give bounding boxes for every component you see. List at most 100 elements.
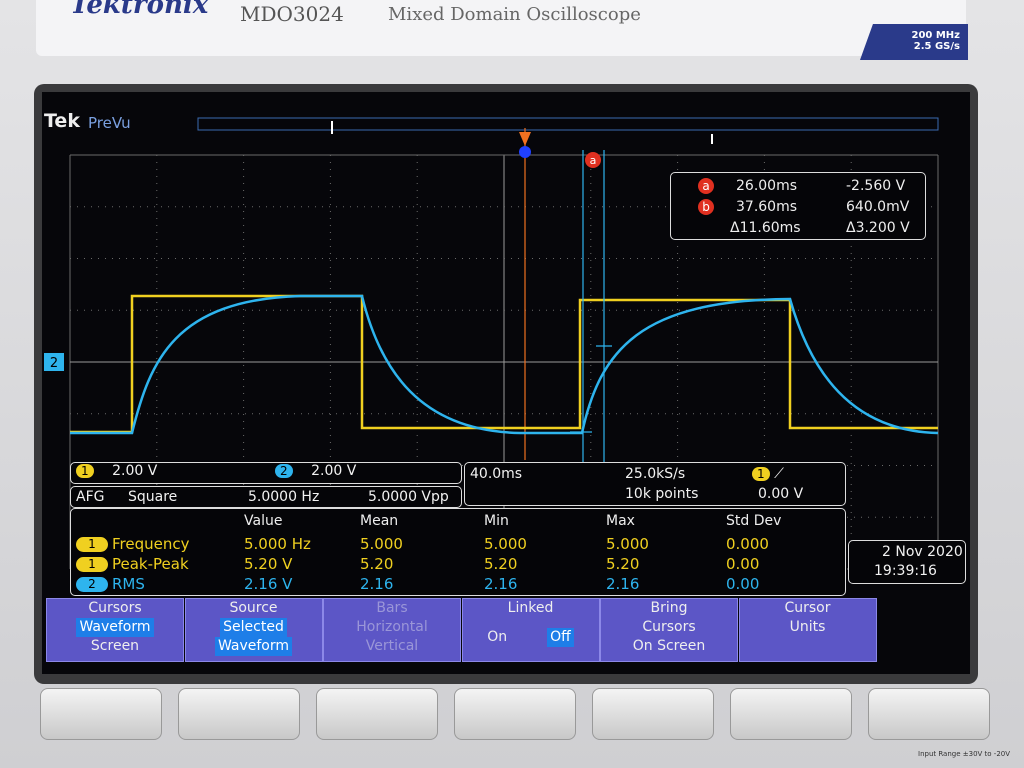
cursor-crosshairs xyxy=(570,345,612,433)
soft-key[interactable] xyxy=(40,688,162,740)
measurement-source: 2 xyxy=(76,577,108,592)
channel-2-trace xyxy=(70,294,939,435)
cursor-time: 26.00ms xyxy=(736,178,798,194)
menu-line: Cursors xyxy=(642,619,696,635)
soft-key[interactable] xyxy=(178,688,300,740)
measurement-value: 0.00 xyxy=(726,555,760,573)
afg-waveform: Square xyxy=(128,489,178,505)
date: 2 Nov 2020 xyxy=(882,544,963,560)
footer-label: Input Range ±30V to -20V xyxy=(918,750,1011,758)
channel-1: 1 2.00 V xyxy=(76,463,157,479)
menu-line: Bring xyxy=(650,600,688,616)
menu-button[interactable]: Cursor Units xyxy=(738,598,877,662)
record-length: 10k points xyxy=(625,486,699,502)
measurement-value: 5.20 xyxy=(606,555,640,573)
trigger-marker xyxy=(519,132,531,146)
menu-button[interactable]: Linked On Off xyxy=(461,598,600,662)
measurement-source: 1 xyxy=(76,557,108,572)
trigger-source-number: 1 xyxy=(752,467,770,481)
cursor-time: 37.60ms xyxy=(736,199,798,215)
cursor-delta-time: Δ11.60ms xyxy=(730,220,801,236)
menu-line: On Screen xyxy=(632,638,706,654)
measurement-header: Value xyxy=(244,513,283,529)
measurement-value: 5.20 xyxy=(360,555,394,573)
channel-2-number: 2 xyxy=(275,464,293,478)
ground-marker: 2 xyxy=(50,356,58,371)
measurement-value: 5.000 xyxy=(360,535,403,553)
measurement-header: Min xyxy=(484,513,509,529)
afg-frequency: 5.0000 Hz xyxy=(248,489,320,505)
acquisition-box xyxy=(464,462,846,506)
measurement-value: 0.000 xyxy=(726,535,769,553)
ground-marker-badge xyxy=(44,353,64,371)
measurement-value: 2.16 xyxy=(484,575,518,593)
cursor-voltage: -2.560 V xyxy=(846,178,906,194)
measurement-value: 2.16 xyxy=(360,575,394,593)
menu-button[interactable]: Source Selected Waveform xyxy=(184,598,323,662)
trigger-level: 0.00 V xyxy=(758,486,804,502)
menu-line: Waveform xyxy=(214,637,293,656)
channel-1-trace xyxy=(70,294,938,434)
soft-key[interactable] xyxy=(592,688,714,740)
measurement-value: 2.16 xyxy=(606,575,640,593)
menu-line: Screen xyxy=(90,638,140,654)
menu-line: Cursor xyxy=(784,600,831,616)
measurement-value: 5.000 xyxy=(606,535,649,553)
record-bracket xyxy=(331,121,713,144)
afg-box xyxy=(70,486,462,508)
measurement-header: Std Dev xyxy=(726,513,782,529)
channel-box xyxy=(70,462,462,484)
record-bar xyxy=(197,117,939,131)
measurement-value: 5.20 xyxy=(484,555,518,573)
measurement-header: Mean xyxy=(360,513,399,529)
cursor-marker: b xyxy=(698,199,714,215)
measurement-value: 2.16 V xyxy=(244,575,293,593)
time: 19:39:16 xyxy=(874,563,937,579)
measurement-value: 5.20 V xyxy=(244,555,293,573)
badge-sample-rate: 2.5 GS/s xyxy=(913,41,960,52)
menu-button[interactable]: Bars Horizontal Vertical xyxy=(323,598,461,662)
menu-line: Cursors xyxy=(88,600,142,616)
measurement-value: 0.00 xyxy=(726,575,760,593)
cursor-a-badge xyxy=(585,152,601,168)
measurement-source: 1 xyxy=(76,537,108,552)
menu-line: On xyxy=(487,629,508,645)
trigger-source: 1 ⟋ xyxy=(752,466,784,482)
mode: PreVu xyxy=(88,114,131,132)
channel-2-scale: 2.00 V xyxy=(311,463,357,479)
datetime-box xyxy=(848,540,966,584)
cursor-lines xyxy=(582,150,605,462)
measurement-value: 5.000 Hz xyxy=(244,535,311,553)
description: Mixed Domain Oscilloscope xyxy=(388,4,641,25)
menu-line: Source xyxy=(229,600,278,616)
soft-key[interactable] xyxy=(454,688,576,740)
brand: Tektronix xyxy=(70,0,209,20)
badge: 200 MHz 2.5 GS/s xyxy=(860,24,968,60)
measurement-name: Peak-Peak xyxy=(112,555,189,573)
afg-label: AFG xyxy=(76,489,105,505)
trigger-position xyxy=(519,146,531,158)
measurement-name: RMS xyxy=(112,575,145,593)
soft-key[interactable] xyxy=(868,688,990,740)
soft-key[interactable] xyxy=(316,688,438,740)
channel-1-number: 1 xyxy=(76,464,94,478)
measurement-name: Frequency xyxy=(112,535,190,553)
soft-key[interactable] xyxy=(730,688,852,740)
measurement-box xyxy=(70,508,846,596)
menu-button[interactable]: Bring Cursors On Screen xyxy=(600,598,738,662)
measurement-header: Max xyxy=(606,513,635,529)
menu-button[interactable]: Cursors Waveform Screen xyxy=(46,598,184,662)
logo: Tek xyxy=(44,110,80,132)
menu-line: Bars xyxy=(376,600,408,616)
header-panel xyxy=(36,0,966,56)
badge-bandwidth: 200 MHz xyxy=(911,30,961,41)
model: MDO3024 xyxy=(240,2,344,26)
menu-line: Vertical xyxy=(365,638,419,654)
menu-line: Linked xyxy=(507,600,554,616)
time-scale: 40.0ms xyxy=(470,466,523,482)
menu-line: Off xyxy=(547,628,574,647)
menu-line: Units xyxy=(789,619,826,635)
channel-2: 2 2.00 V xyxy=(275,463,356,479)
menu-line: Selected xyxy=(220,618,287,637)
